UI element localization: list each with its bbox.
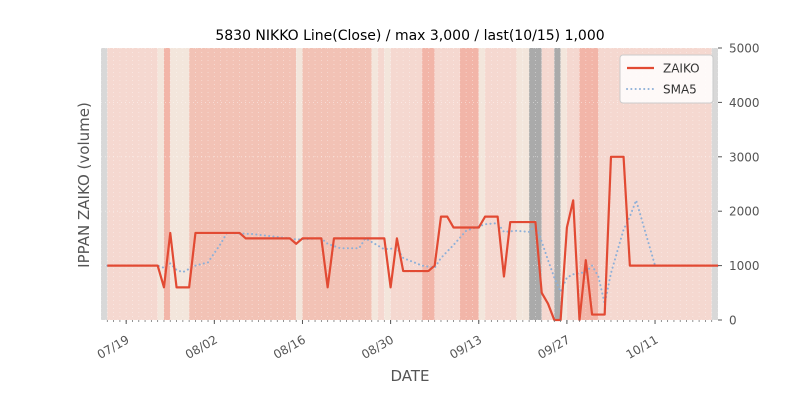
background-band bbox=[541, 48, 555, 320]
x-tick-label: 08/16 bbox=[271, 332, 308, 361]
y-axis-ticks: 0 1000 2000 3000 4000 5000 bbox=[718, 42, 760, 328]
background-band bbox=[554, 48, 561, 320]
background-band bbox=[579, 48, 599, 320]
background-band bbox=[422, 48, 435, 320]
x-tick-label: 08/30 bbox=[359, 332, 396, 361]
background-band bbox=[485, 48, 517, 320]
chart-title: 5830 NIKKO Line(Close) / max 3,000 / las… bbox=[215, 28, 604, 44]
x-tick-label: 07/19 bbox=[95, 332, 132, 361]
x-axis-label: DATE bbox=[390, 367, 429, 385]
y-tick-label: 3000 bbox=[729, 150, 760, 164]
series-lines bbox=[106, 155, 719, 322]
background-band bbox=[157, 48, 164, 320]
x-tick-label: 09/27 bbox=[535, 332, 572, 361]
background-band bbox=[434, 48, 460, 320]
background-band bbox=[378, 48, 385, 320]
y-tick-label: 5000 bbox=[729, 42, 760, 56]
background-band bbox=[107, 48, 158, 320]
series-line-zaiko bbox=[107, 155, 718, 322]
y-tick-label: 2000 bbox=[729, 205, 760, 219]
background-band bbox=[478, 48, 486, 320]
background-band bbox=[371, 48, 379, 320]
legend-label-zaiko: ZAIKO bbox=[663, 62, 700, 76]
y-axis-label: IPPAN ZAIKO (volume) bbox=[75, 102, 93, 268]
background-band bbox=[101, 48, 108, 320]
background-band bbox=[302, 48, 372, 320]
background-bands bbox=[101, 48, 718, 320]
background-band bbox=[390, 48, 423, 320]
legend: ZAIKO SMA5 bbox=[619, 54, 714, 104]
y-tick-label: 4000 bbox=[729, 96, 760, 110]
background-band bbox=[516, 48, 523, 320]
background-band bbox=[296, 48, 303, 320]
legend-label-sma5: SMA5 bbox=[663, 83, 697, 97]
x-tick-label: 08/02 bbox=[183, 332, 220, 361]
background-band bbox=[384, 48, 391, 320]
background-band bbox=[189, 48, 297, 320]
background-band bbox=[711, 48, 718, 320]
background-band bbox=[522, 48, 530, 320]
background-band bbox=[163, 48, 171, 320]
y-tick-label: 0 bbox=[729, 314, 737, 328]
x-tick-label: 10/11 bbox=[624, 332, 661, 361]
x-tick-label: 09/13 bbox=[447, 332, 484, 361]
x-axis-ticks: 07/19 08/02 08/16 08/30 09/13 09/27 10/11 bbox=[95, 320, 713, 362]
y-tick-label: 1000 bbox=[729, 259, 760, 273]
background-band bbox=[170, 48, 190, 320]
background-band bbox=[560, 48, 567, 320]
background-band bbox=[459, 48, 479, 320]
